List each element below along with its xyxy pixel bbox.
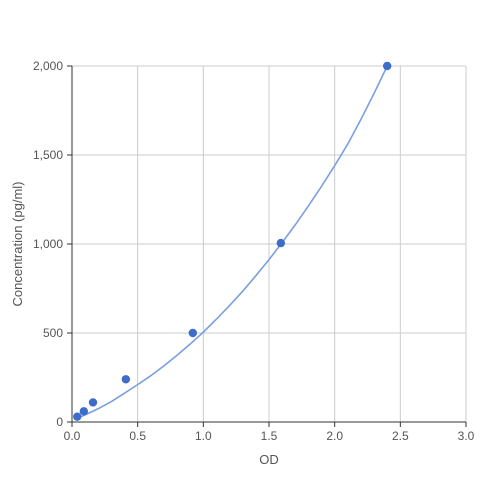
data-point [73, 412, 81, 420]
data-point [383, 62, 391, 70]
plot-background [0, 0, 500, 500]
chart-svg: 0.0 0.5 1.0 1.5 2.0 2.5 3.0 0 500 1,000 1,500 2,000… [0, 0, 500, 500]
y-tick-label: 1,000 [33, 237, 63, 251]
y-tick-label: 1,500 [33, 148, 63, 162]
data-point [277, 239, 285, 247]
y-tick-label: 500 [43, 326, 63, 340]
x-tick-label: 1.0 [195, 429, 212, 443]
data-point [89, 398, 97, 406]
y-axis-title: Concentration (pg/ml) [10, 182, 25, 307]
data-point [189, 329, 197, 337]
data-point [122, 375, 130, 383]
x-tick-label: 2.0 [326, 429, 343, 443]
y-tick-label: 0 [56, 415, 63, 429]
x-tick-label: 2.5 [392, 429, 409, 443]
x-tick-label: 3.0 [458, 429, 475, 443]
concentration-vs-od-chart: 0.0 0.5 1.0 1.5 2.0 2.5 3.0 0 500 1,000 1,500 2,000… [0, 0, 500, 500]
data-point [80, 407, 88, 415]
y-tick-label: 2,000 [33, 59, 63, 73]
x-tick-label: 0.5 [129, 429, 146, 443]
x-axis-title: OD [259, 452, 279, 467]
x-tick-label: 0.0 [64, 429, 81, 443]
x-tick-label: 1.5 [261, 429, 278, 443]
